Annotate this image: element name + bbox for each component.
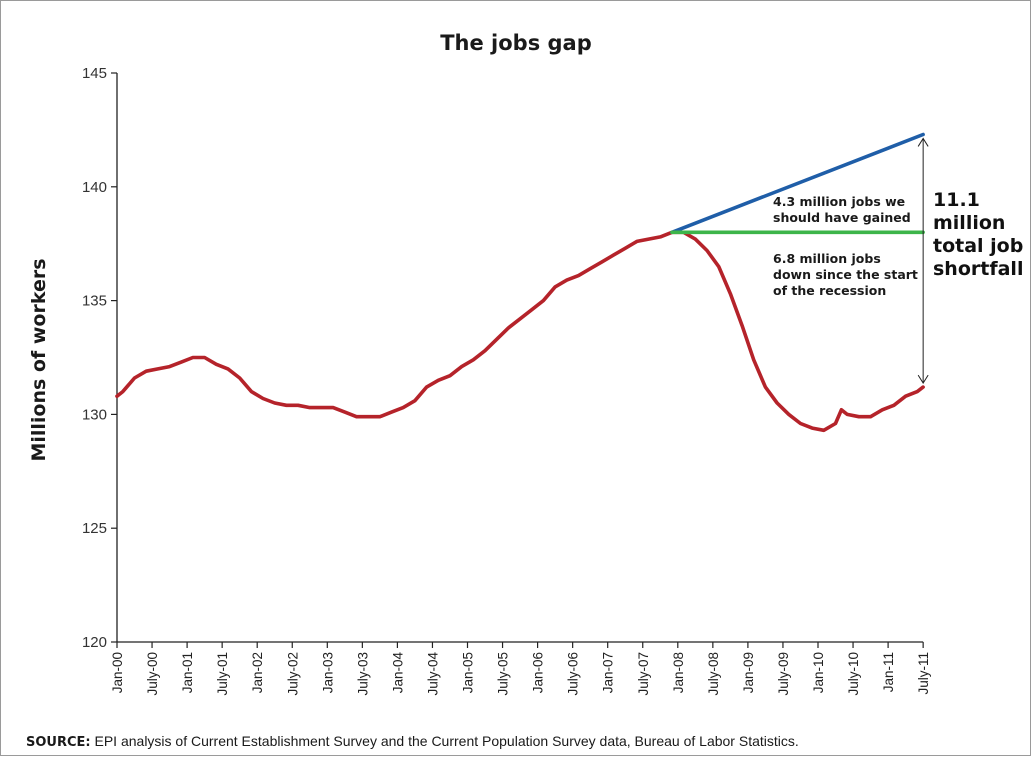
x-tick-label: Jan-08: [671, 652, 686, 693]
x-tick-label: July-06: [566, 652, 581, 696]
x-tick-label: Jan-05: [461, 652, 476, 693]
x-tick-label: July-11: [916, 652, 931, 695]
source-note: SOURCE: EPI analysis of Current Establis…: [26, 733, 799, 750]
jobs-lost-note: 6.8 million jobsdown since the startof t…: [773, 251, 918, 298]
x-tick-label: Jan-09: [741, 652, 756, 693]
x-tick-label: Jan-07: [601, 652, 616, 693]
x-tick-label: Jan-00: [110, 652, 125, 693]
x-tick-label: July-00: [145, 652, 160, 696]
jobs-should-have-gained-note: 4.3 million jobs weshould have gained: [773, 194, 911, 225]
source-text: EPI analysis of Current Establishment Su…: [91, 733, 799, 749]
x-tick-label: Jan-03: [320, 652, 335, 693]
x-tick-label: July-08: [706, 652, 721, 696]
chart-title: The jobs gap: [440, 31, 592, 55]
x-tick-label: Jan-01: [180, 652, 195, 693]
x-tick-label: July-02: [285, 652, 300, 696]
x-tick-label: July-07: [636, 652, 651, 696]
source-label: SOURCE:: [26, 735, 91, 750]
y-axis-label: Millions of workers: [28, 258, 50, 461]
x-tick-label: July-01: [215, 652, 230, 696]
y-tick-label: 125: [82, 520, 107, 537]
total-shortfall-note: 11.1milliontotal jobshortfall: [933, 189, 1023, 280]
x-tick-label: Jan-11: [881, 652, 896, 692]
y-tick-label: 135: [82, 293, 107, 310]
annotations: 4.3 million jobs weshould have gained 6.8…: [773, 138, 1023, 383]
x-tick-label: Jan-04: [390, 652, 405, 694]
y-tick-label: 145: [82, 65, 107, 82]
x-tick-label: July-04: [425, 652, 440, 696]
x-tick-label: Jan-06: [531, 652, 546, 693]
y-tick-label: 130: [82, 406, 107, 423]
x-tick-label: July-09: [776, 652, 791, 696]
axes: 120 125 130 135 140 145 Jan-00 July-00 Jan-01 Jul…: [82, 65, 931, 696]
y-tick-label: 140: [82, 179, 107, 196]
x-tick-label: July-10: [846, 652, 861, 696]
x-tick-label: Jan-10: [811, 652, 826, 693]
x-tick-label: July-03: [355, 652, 370, 696]
y-tick-label: 120: [82, 634, 107, 651]
x-tick-label: Jan-02: [250, 652, 265, 693]
x-tick-label: July-05: [496, 652, 511, 696]
